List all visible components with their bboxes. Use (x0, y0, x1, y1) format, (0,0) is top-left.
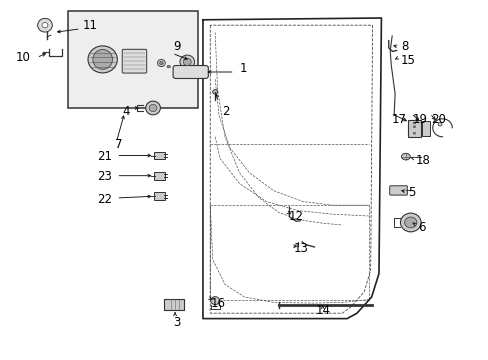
Text: 21: 21 (97, 150, 112, 163)
Ellipse shape (212, 90, 217, 94)
Text: 9: 9 (173, 40, 181, 53)
FancyBboxPatch shape (122, 49, 146, 73)
Text: 19: 19 (411, 113, 427, 126)
Text: 14: 14 (315, 304, 329, 317)
Text: 8: 8 (400, 40, 407, 53)
FancyBboxPatch shape (154, 152, 164, 159)
Ellipse shape (437, 122, 441, 126)
Ellipse shape (93, 50, 112, 69)
Ellipse shape (166, 66, 170, 68)
Ellipse shape (145, 101, 160, 115)
Ellipse shape (412, 126, 415, 128)
FancyBboxPatch shape (389, 186, 407, 195)
Ellipse shape (88, 46, 117, 73)
Ellipse shape (210, 297, 219, 305)
Text: 4: 4 (122, 105, 129, 118)
Text: 1: 1 (239, 62, 246, 75)
Text: 12: 12 (288, 210, 303, 222)
FancyBboxPatch shape (154, 192, 164, 200)
Ellipse shape (400, 213, 420, 232)
Ellipse shape (183, 58, 191, 66)
Bar (407, 120, 420, 137)
Ellipse shape (42, 23, 48, 28)
FancyBboxPatch shape (154, 172, 164, 180)
Text: 18: 18 (415, 154, 429, 167)
Text: 22: 22 (97, 193, 112, 206)
FancyBboxPatch shape (173, 66, 208, 78)
Ellipse shape (159, 62, 163, 64)
Ellipse shape (412, 132, 415, 134)
Ellipse shape (401, 153, 409, 160)
Ellipse shape (38, 18, 52, 32)
Text: 3: 3 (173, 316, 181, 329)
Text: 2: 2 (222, 105, 229, 118)
Bar (421, 121, 429, 136)
Ellipse shape (149, 104, 157, 112)
Ellipse shape (157, 59, 165, 67)
Ellipse shape (404, 217, 416, 228)
Text: 16: 16 (210, 297, 225, 310)
Ellipse shape (412, 122, 415, 124)
Text: 23: 23 (98, 170, 112, 183)
Bar (68, 11, 198, 108)
Text: 6: 6 (417, 221, 425, 234)
Text: 5: 5 (407, 186, 415, 199)
Ellipse shape (180, 55, 194, 69)
Text: 17: 17 (390, 113, 406, 126)
FancyBboxPatch shape (163, 299, 184, 310)
Text: 20: 20 (430, 113, 445, 126)
Text: 11: 11 (83, 19, 98, 32)
Text: 13: 13 (293, 242, 307, 255)
Text: 7: 7 (115, 138, 122, 150)
Text: 15: 15 (400, 54, 415, 67)
Text: 10: 10 (16, 51, 30, 64)
